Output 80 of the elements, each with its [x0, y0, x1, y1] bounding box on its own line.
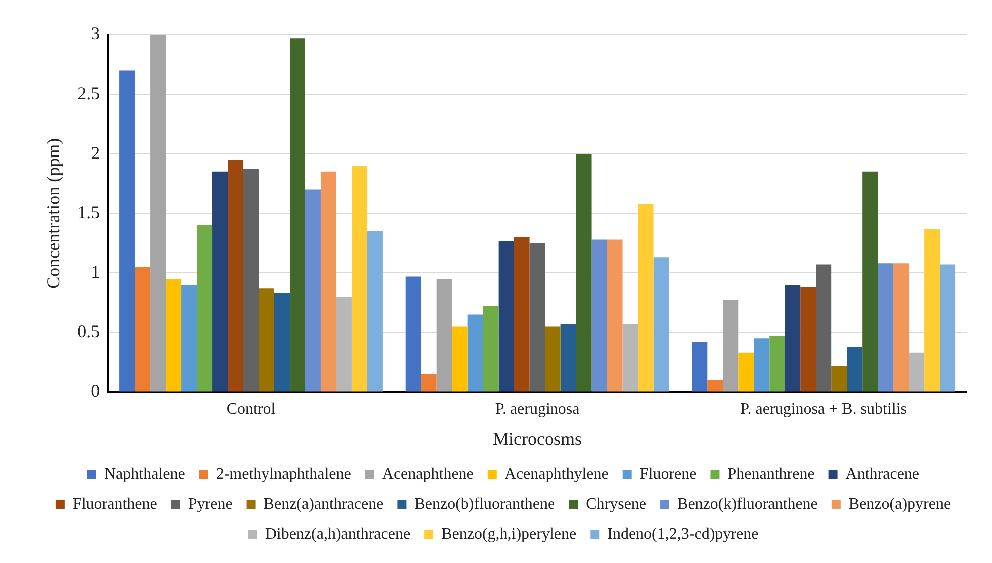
bar	[406, 276, 422, 392]
bar	[367, 231, 383, 392]
bar	[816, 264, 832, 392]
bar	[228, 160, 244, 392]
legend-label: Pyrene	[188, 496, 233, 514]
x-tick-label: P. aeruginosa + B. subtilis	[740, 401, 908, 418]
bar	[305, 190, 321, 392]
legend-label: 2-methylnaphthalene	[216, 466, 352, 484]
legend-label: Indeno(1,2,3-cd)pyrene	[608, 526, 759, 544]
legend-label: Phenanthrene	[728, 466, 815, 484]
bar	[468, 314, 484, 392]
legend-label: Acenaphthylene	[504, 466, 609, 484]
bar	[592, 240, 608, 392]
legend-label: Benzo(k)fluoranthene	[678, 496, 818, 514]
bar	[530, 243, 546, 392]
legend-label: Benz(a)anthracene	[264, 496, 384, 514]
legend-label: Fluoranthene	[72, 496, 158, 514]
bar	[708, 380, 724, 392]
bar	[452, 326, 468, 392]
bar	[514, 237, 530, 392]
bar	[800, 287, 816, 392]
x-axis-title: Microcosms	[493, 428, 582, 449]
bar	[832, 366, 848, 392]
bar	[723, 300, 739, 392]
bar	[150, 35, 166, 392]
bar	[654, 258, 670, 392]
bar	[352, 166, 368, 392]
bar	[120, 70, 136, 392]
bar	[274, 293, 290, 392]
y-axis-title: Concentration (ppm)	[44, 138, 64, 289]
bar	[622, 324, 638, 392]
bar	[894, 264, 910, 392]
bar	[847, 346, 863, 392]
y-tick-label: 2	[91, 142, 100, 163]
bar	[336, 296, 352, 392]
y-tick-label: 3	[91, 24, 100, 44]
bar	[166, 279, 182, 392]
bar	[909, 352, 925, 392]
legend-label: Benzo(a)pyrene	[848, 496, 952, 514]
legend-label: Benzo(b)fluoranthene	[414, 496, 556, 514]
bar	[320, 172, 336, 392]
bar	[560, 324, 576, 392]
bar	[878, 264, 894, 392]
bar	[258, 288, 274, 392]
bar	[738, 352, 754, 392]
bar	[244, 170, 259, 392]
bar	[607, 240, 623, 392]
x-tick-label: P. aeruginosa	[495, 401, 580, 418]
x-tick-label: Control	[226, 401, 276, 418]
legend-label: Dibenz(a,h)anthracene	[265, 526, 411, 544]
legend-label: Chrysene	[586, 496, 647, 514]
bar	[785, 285, 801, 392]
y-tick-label: 2.5	[78, 83, 100, 104]
bar	[638, 204, 654, 392]
legend-label: Fluorene	[640, 466, 697, 484]
bar	[545, 326, 561, 392]
bar	[436, 279, 452, 392]
bar	[754, 338, 770, 392]
legend-label: Acenaphthene	[382, 466, 474, 484]
bar	[692, 342, 708, 392]
legend-label: Naphthalene	[104, 466, 186, 484]
bar	[421, 374, 437, 392]
bar	[197, 226, 213, 392]
legend-label: Benzo(g,h,i)perylene	[442, 526, 577, 544]
y-tick-label: 1	[91, 262, 100, 282]
bar	[290, 38, 306, 392]
bar	[940, 264, 956, 392]
bar	[576, 154, 592, 392]
bar	[212, 172, 228, 392]
bar	[498, 240, 514, 392]
y-tick-label: 0	[91, 380, 100, 401]
y-tick-label: 1.5	[78, 202, 100, 222]
bar	[483, 306, 499, 392]
bar	[924, 229, 940, 392]
bar	[182, 285, 198, 392]
legend-label: Anthracene	[846, 466, 920, 484]
y-tick-label: 0.5	[78, 321, 100, 342]
bar	[862, 172, 878, 392]
bar	[770, 336, 786, 392]
bar	[135, 267, 151, 392]
